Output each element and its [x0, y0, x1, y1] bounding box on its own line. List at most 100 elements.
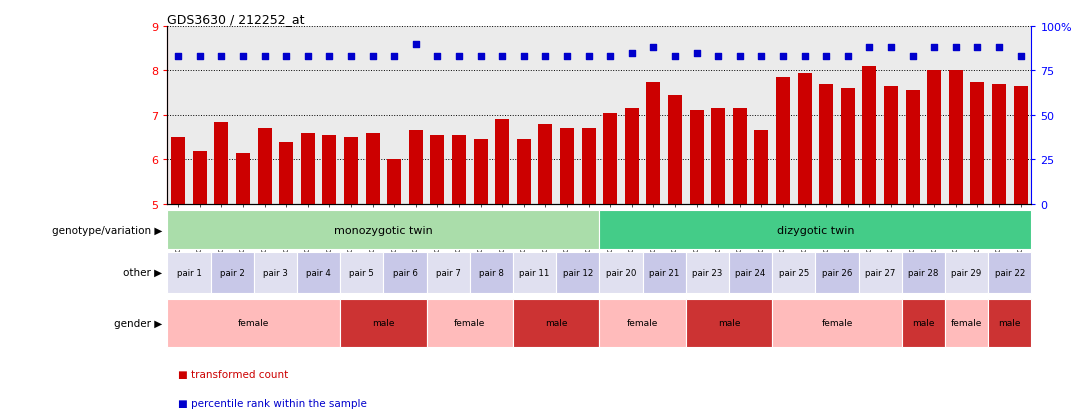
Point	[256, 54, 273, 60]
Point	[623, 50, 640, 57]
Bar	[772, 252, 815, 293]
Bar	[322, 135, 337, 204]
Point	[299, 54, 316, 60]
Text: other ▶: other ▶	[123, 268, 162, 278]
Bar	[603, 114, 617, 204]
Bar	[902, 299, 945, 347]
Text: pair 21: pair 21	[649, 268, 679, 277]
Text: ■ percentile rank within the sample: ■ percentile rank within the sample	[178, 398, 367, 408]
Point	[407, 41, 424, 48]
Text: female: female	[626, 319, 659, 328]
Text: pair 8: pair 8	[478, 268, 504, 277]
Point	[818, 54, 835, 60]
Bar	[945, 252, 988, 293]
Bar	[300, 133, 315, 204]
Bar	[474, 140, 488, 204]
Bar	[365, 133, 380, 204]
Point	[731, 54, 748, 60]
Text: pair 5: pair 5	[349, 268, 375, 277]
Bar	[883, 87, 897, 204]
Text: pair 23: pair 23	[692, 268, 723, 277]
Text: female: female	[238, 319, 270, 328]
Bar	[840, 89, 855, 204]
Point	[969, 45, 986, 52]
Point	[386, 54, 403, 60]
Bar	[686, 252, 729, 293]
Bar	[991, 85, 1005, 204]
Point	[710, 54, 727, 60]
Bar	[470, 252, 513, 293]
Bar	[646, 82, 660, 204]
Text: female: female	[821, 319, 853, 328]
Point	[278, 54, 295, 60]
Point	[364, 54, 381, 60]
Text: GDS3630 / 212252_at: GDS3630 / 212252_at	[167, 13, 305, 26]
Point	[170, 54, 187, 60]
Bar	[340, 252, 383, 293]
Bar	[797, 74, 812, 204]
Point	[321, 54, 338, 60]
Bar	[599, 299, 686, 347]
Bar	[905, 91, 919, 204]
Point	[947, 45, 964, 52]
Bar	[988, 252, 1031, 293]
Text: pair 28: pair 28	[908, 268, 939, 277]
Text: pair 6: pair 6	[392, 268, 418, 277]
Bar	[945, 299, 988, 347]
Point	[882, 45, 900, 52]
Point	[191, 54, 208, 60]
Bar	[624, 109, 638, 204]
Bar	[819, 85, 834, 204]
Point	[234, 54, 252, 60]
Point	[602, 54, 619, 60]
Point	[213, 54, 230, 60]
Text: pair 27: pair 27	[865, 268, 895, 277]
Bar	[427, 252, 470, 293]
Point	[558, 54, 576, 60]
Bar	[254, 252, 297, 293]
Point	[342, 54, 360, 60]
Bar	[495, 120, 510, 204]
Text: monozygotic twin: monozygotic twin	[334, 225, 433, 235]
Text: ■ transformed count: ■ transformed count	[178, 369, 288, 379]
Bar	[970, 82, 984, 204]
Bar	[211, 252, 254, 293]
Text: pair 24: pair 24	[735, 268, 766, 277]
Text: genotype/variation ▶: genotype/variation ▶	[52, 225, 162, 235]
Bar	[772, 299, 902, 347]
Point	[494, 54, 511, 60]
Text: male: male	[373, 319, 394, 328]
Text: pair 2: pair 2	[219, 268, 245, 277]
Point	[666, 54, 684, 60]
Text: pair 4: pair 4	[306, 268, 332, 277]
Text: male: male	[913, 319, 934, 328]
Bar	[815, 252, 859, 293]
Bar	[561, 129, 575, 204]
Text: female: female	[454, 319, 486, 328]
Bar	[902, 252, 945, 293]
Bar	[754, 131, 769, 204]
Text: pair 3: pair 3	[262, 268, 288, 277]
Bar	[167, 299, 340, 347]
Text: pair 12: pair 12	[563, 268, 593, 277]
Text: gender ▶: gender ▶	[113, 318, 162, 328]
Bar	[948, 71, 962, 204]
Text: male: male	[999, 319, 1021, 328]
Point	[774, 54, 792, 60]
Bar	[988, 299, 1031, 347]
Text: pair 22: pair 22	[995, 268, 1025, 277]
Point	[796, 54, 813, 60]
Bar	[712, 109, 726, 204]
Bar	[599, 252, 643, 293]
Bar	[340, 299, 427, 347]
Bar	[193, 151, 207, 204]
Text: pair 1: pair 1	[176, 268, 202, 277]
Text: pair 11: pair 11	[519, 268, 550, 277]
Bar	[513, 299, 599, 347]
Text: male: male	[718, 319, 740, 328]
Point	[1012, 54, 1029, 60]
Point	[645, 45, 662, 52]
Bar	[343, 138, 359, 204]
Bar	[862, 67, 877, 204]
Point	[861, 45, 878, 52]
